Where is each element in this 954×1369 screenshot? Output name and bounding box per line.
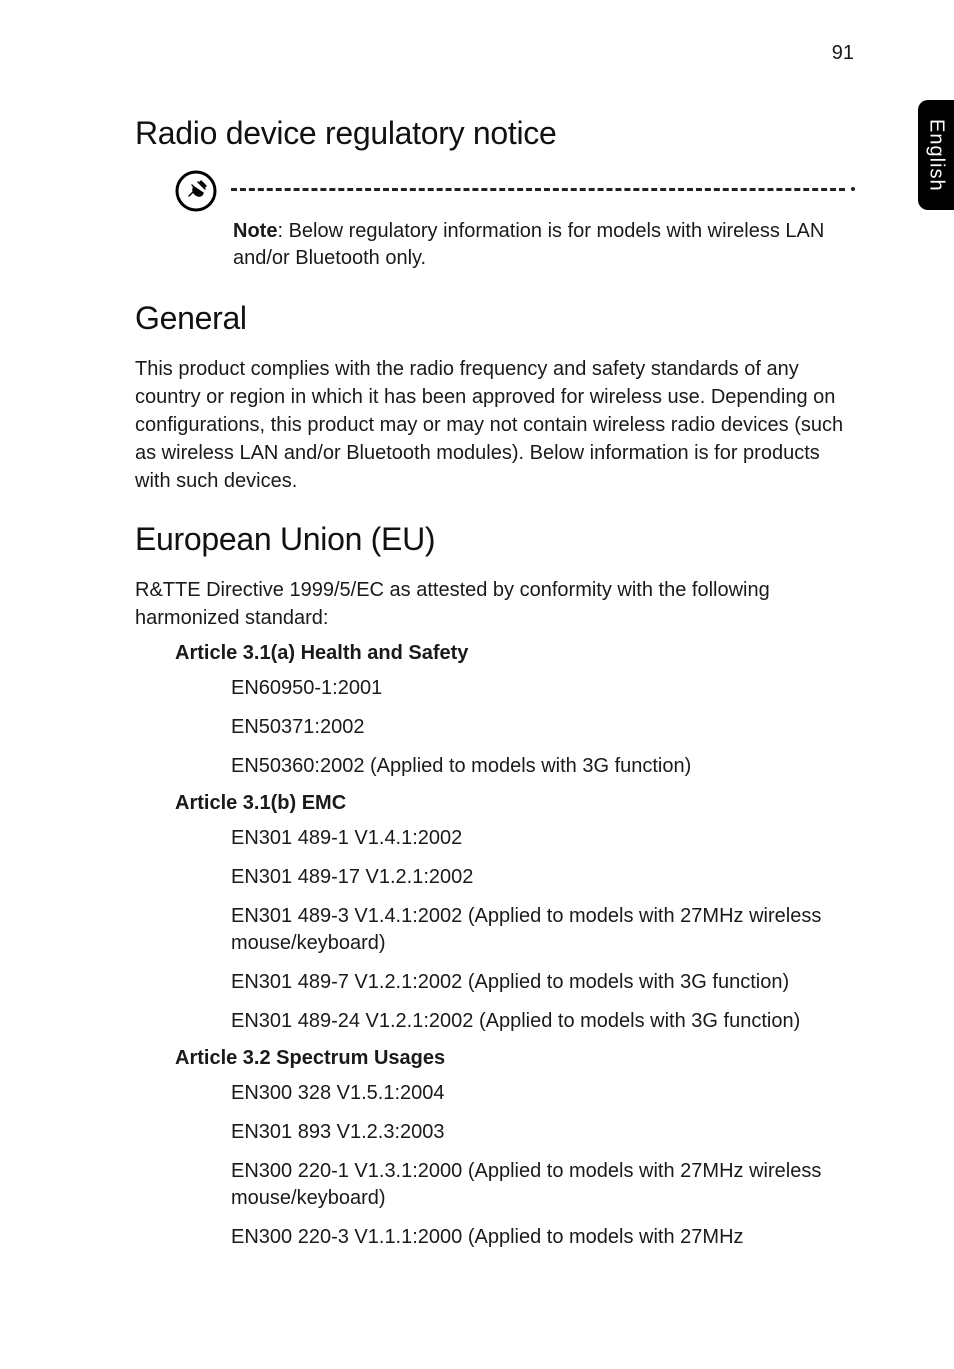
language-tab: English <box>918 100 954 210</box>
standard-item: EN300 220-3 V1.1.1:2000 (Applied to mode… <box>231 1224 835 1251</box>
note-row <box>175 170 855 212</box>
article-heading: Article 3.1(b) EMC <box>175 792 855 815</box>
pushpin-icon <box>175 170 217 212</box>
note-bold: Note <box>233 220 277 242</box>
page-content: Radio device regulatory notice Note: Bel… <box>135 115 855 1263</box>
standard-item: EN60950-1:2001 <box>231 675 835 702</box>
general-body: This product complies with the radio fre… <box>135 355 855 495</box>
note-rest: : Below regulatory information is for mo… <box>233 220 824 269</box>
standard-item: EN301 489-3 V1.4.1:2002 (Applied to mode… <box>231 903 835 957</box>
standard-item: EN300 220-1 V1.3.1:2000 (Applied to mode… <box>231 1158 835 1212</box>
heading-radio-notice: Radio device regulatory notice <box>135 115 855 152</box>
standard-item: EN50371:2002 <box>231 714 835 741</box>
standard-item: EN301 489-24 V1.2.1:2002 (Applied to mod… <box>231 1008 835 1035</box>
language-tab-label: English <box>925 119 948 192</box>
article-heading: Article 3.2 Spectrum Usages <box>175 1047 855 1070</box>
standard-item: EN300 328 V1.5.1:2004 <box>231 1080 835 1107</box>
heading-eu: European Union (EU) <box>135 521 855 558</box>
standard-item: EN301 489-1 V1.4.1:2002 <box>231 825 835 852</box>
standard-item: EN301 489-17 V1.2.1:2002 <box>231 864 835 891</box>
standard-item: EN301 489-7 V1.2.1:2002 (Applied to mode… <box>231 969 835 996</box>
article-heading: Article 3.1(a) Health and Safety <box>175 642 855 665</box>
page-number: 91 <box>832 42 854 65</box>
note-dashes <box>231 188 845 191</box>
note-end-dot <box>851 187 855 191</box>
eu-intro: R&TTE Directive 1999/5/EC as attested by… <box>135 576 855 632</box>
standard-item: EN50360:2002 (Applied to models with 3G … <box>231 753 835 780</box>
standard-item: EN301 893 V1.2.3:2003 <box>231 1119 835 1146</box>
heading-general: General <box>135 300 855 337</box>
note-text: Note: Below regulatory information is fo… <box>233 218 835 272</box>
